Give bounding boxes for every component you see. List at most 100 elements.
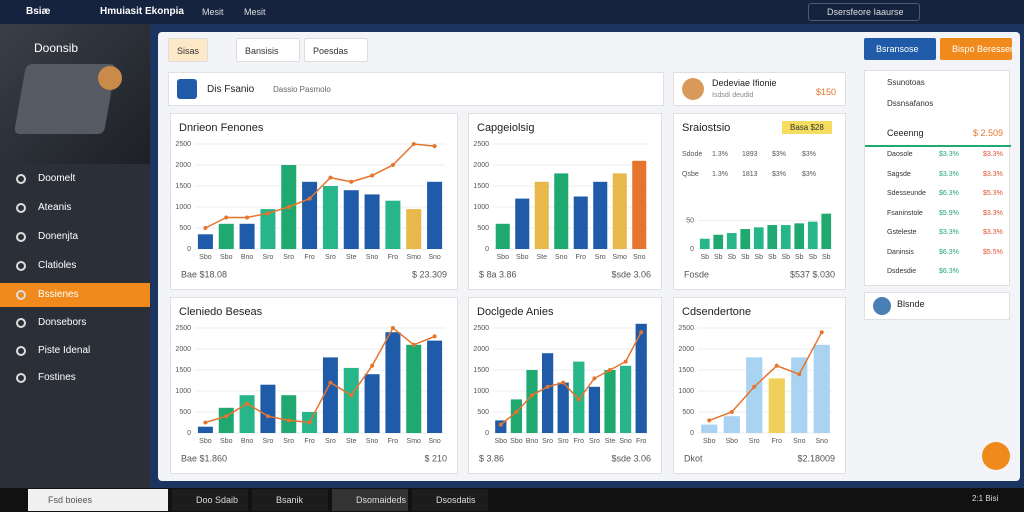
bar — [768, 378, 785, 433]
x-tick-label: Sb — [754, 254, 763, 261]
taskbar-app[interactable]: Dsomaideds — [332, 489, 408, 511]
line-point — [349, 179, 354, 184]
line-point — [639, 330, 644, 335]
chart-card: Doclgede Anies 0 500 1000 1500 2000 2500 Sbo Sbo… — [468, 297, 662, 474]
chart: Sdode 1.3% 1893 $3% $3% Qsbe 1.3% 1813 $3% $3% 0 50… — [682, 151, 835, 280]
tab[interactable]: Bansisis — [236, 38, 300, 62]
y-tick-label: 50 — [686, 217, 694, 224]
search-box[interactable]: Dsersfeore Iaaurse — [808, 3, 920, 21]
bar — [780, 225, 791, 249]
x-tick-label: Sbo — [495, 438, 508, 445]
profile-amount: $150 — [816, 87, 837, 97]
line-point — [561, 380, 566, 385]
sidebar-label: Ateanis — [38, 202, 72, 213]
bar — [593, 181, 608, 249]
y-tick-label: 2000 — [473, 162, 489, 169]
x-tick-label: Sno — [816, 438, 829, 445]
chart-card: Cleniedo Beseas 0 500 1000 1500 2000 2500 Sbo Sb… — [170, 297, 458, 474]
y-tick-label: 2000 — [473, 346, 489, 353]
sidebar-item[interactable]: Donsebors — [0, 314, 150, 332]
side-heading-value: $ 2.509 — [973, 128, 1004, 138]
chart: 0 500 1000 1500 2000 2500 Sbo Sbo Sro Fro Sno Sno Dk… — [678, 325, 835, 464]
x-tick-label: Sno — [366, 254, 379, 261]
taskbar-app-label: Doo Sdaib — [196, 495, 239, 505]
side-dropdown[interactable]: Ssunotoas — [887, 78, 925, 87]
sidebar-icon — [16, 203, 26, 213]
sidebar-label: Piste Idenal — [38, 345, 91, 356]
x-tick-label: Sno — [793, 438, 806, 445]
sidebar-item[interactable]: Clatioles — [0, 257, 150, 275]
bar — [239, 395, 255, 433]
tab[interactable]: Sisas — [168, 38, 208, 62]
sidebar-icon — [16, 174, 26, 184]
taskbar-app[interactable]: Dsosdatis — [412, 489, 488, 511]
bar — [557, 382, 569, 433]
chart-card: Sraiostsio Basa $28 Sdode 1.3% 1893 $3% $3% Qsb… — [673, 113, 846, 290]
sidebar-item[interactable]: Piste Idenal — [0, 342, 150, 360]
action-button[interactable]: Bispo Beressen — [940, 38, 1015, 60]
bar — [573, 196, 588, 249]
side-cell: $5.5% — [983, 248, 1003, 256]
line-point — [224, 215, 229, 220]
x-tick-label: Sb — [808, 254, 817, 261]
profile-card: Dedeviae Ifionie Isdsdi deudid $150 — [673, 72, 846, 106]
side-cell: $5.9% — [939, 209, 959, 217]
bar — [813, 344, 830, 433]
x-tick-label: Bno — [526, 438, 539, 445]
y-tick-label: 500 — [179, 225, 191, 232]
sidebar-item[interactable]: Fostines — [0, 369, 150, 387]
menu-item[interactable]: Mesit — [202, 7, 224, 17]
profile-sub: Isdsdi deudid — [712, 92, 754, 99]
chart-title: Doclgede Anies — [477, 306, 554, 318]
side-cell: $6.3% — [939, 268, 959, 275]
sidebar-item[interactable]: Bssienes — [0, 283, 150, 307]
x-tick-label: Fro — [304, 254, 315, 261]
bar — [534, 181, 549, 249]
bar — [612, 173, 627, 249]
x-tick-label: Sb — [795, 254, 804, 261]
side-dropdown[interactable]: Dssnsafanos — [887, 99, 934, 108]
bar — [588, 386, 601, 433]
taskbar-app[interactable]: Doo Sdaib — [172, 489, 248, 511]
sidebar-item[interactable]: Ateanis — [0, 199, 150, 217]
chart-card: Capgeiolsig 0 500 1000 1500 2000 2500 Sbo Sbo Ste… — [468, 113, 662, 290]
sidebar-item[interactable]: Donenjta — [0, 228, 150, 246]
side-cell: Sdesseunde — [887, 190, 926, 197]
chart-title: Capgeiolsig — [477, 122, 535, 134]
line-point — [328, 380, 333, 385]
sidebar-item[interactable]: Doomelt — [0, 170, 150, 188]
bar — [322, 357, 338, 433]
x-tick-label: Sbo — [516, 254, 529, 261]
filter-card: Dis Fsanio Dassio Pasmolo — [168, 72, 664, 106]
bar — [821, 213, 832, 249]
bar — [723, 416, 740, 433]
tab[interactable]: Poesdas — [304, 38, 368, 62]
y-tick-label: 0 — [485, 246, 489, 253]
footer-left: Bae $18.08 — [181, 269, 227, 279]
sidebar-image — [0, 24, 150, 164]
user-avatar — [873, 297, 891, 315]
line-point — [370, 173, 375, 178]
taskbar-app[interactable]: Bsanik — [252, 489, 328, 511]
bar — [604, 370, 616, 433]
chart-card: Cdsendertone 0 500 1000 1500 2000 2500 Sbo Sbo Sr… — [673, 297, 846, 474]
footer-left: Bae $1.860 — [181, 453, 227, 463]
filter-dropdown[interactable]: Dassio Pasmolo — [273, 85, 331, 94]
sidebar-icon — [16, 346, 26, 356]
side-cell: $3.3% — [983, 151, 1003, 158]
bar — [753, 227, 764, 249]
taskbar — [0, 488, 1024, 512]
x-tick-label: Ste — [346, 438, 357, 445]
taskbar-time: 2:1 Bisi — [972, 494, 999, 503]
bar — [343, 367, 359, 433]
sidebar-label: Bssienes — [38, 289, 79, 300]
line-point — [545, 384, 550, 389]
side-cell: Dsdesdie — [887, 268, 917, 275]
action-button[interactable]: Bsransose — [864, 38, 936, 60]
menu-item[interactable]: Mesit — [244, 7, 266, 17]
chat-button[interactable] — [982, 442, 1010, 470]
x-tick-label: Sro — [589, 438, 600, 445]
side-cell: Gsteleste — [887, 229, 917, 236]
taskbar-search[interactable]: Fsd boiees — [28, 489, 168, 511]
line-point — [797, 372, 802, 377]
